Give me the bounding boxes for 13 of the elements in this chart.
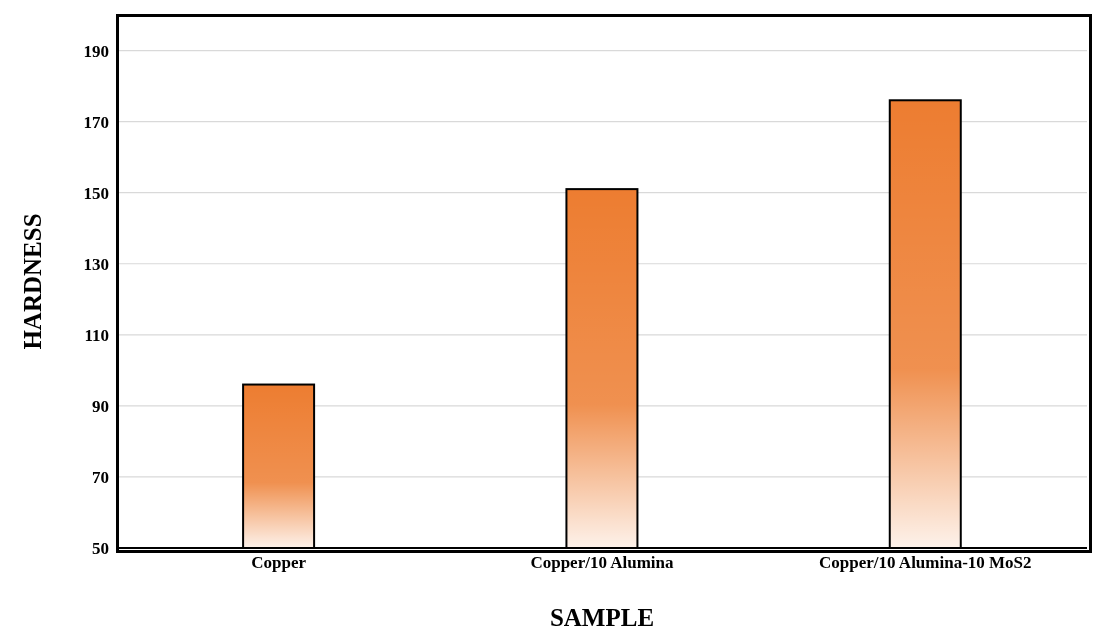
- y-axis-title: HARDNESS: [18, 213, 46, 350]
- x-axis-title: SAMPLE: [549, 604, 655, 631]
- y-tick-label: 190: [83, 41, 109, 61]
- x-tick-label: Copper: [251, 553, 307, 573]
- x-tick-label: Copper/10 Alumina-10 MoS2: [819, 553, 1032, 573]
- y-tick-label: 50: [92, 539, 109, 559]
- y-tick-label: 90: [92, 396, 109, 416]
- y-tick-label: 130: [83, 254, 109, 274]
- y-tick-label: 150: [83, 183, 109, 203]
- y-tick-label: 110: [84, 325, 109, 345]
- y-tick-label: 170: [83, 112, 109, 132]
- y-tick-label: 70: [92, 467, 109, 487]
- x-tick-label: Copper/10 Alumina: [530, 553, 675, 573]
